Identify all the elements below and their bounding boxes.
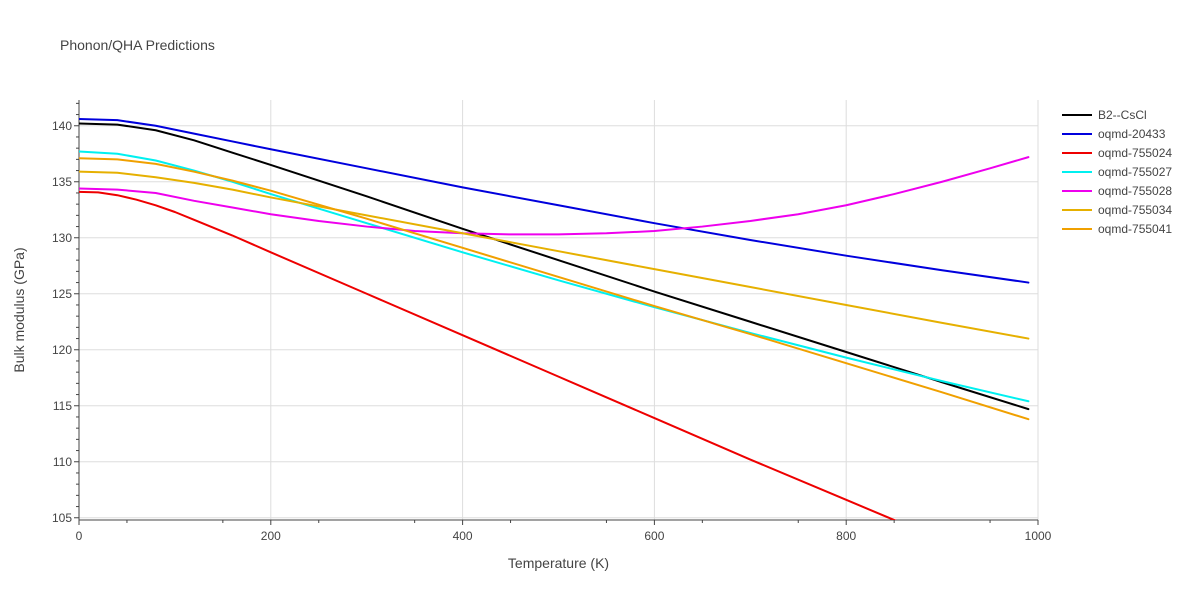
x-tick-label: 1000 (1025, 529, 1052, 543)
series-line-oqmd-755028 (79, 156, 1030, 236)
legend-item-oqmd-755024[interactable]: oqmd-755024 (1062, 146, 1172, 160)
legend-item-oqmd-755027[interactable]: oqmd-755027 (1062, 165, 1172, 179)
x-tick-label: 200 (261, 529, 281, 543)
legend-label: oqmd-755024 (1098, 146, 1172, 160)
series-line-oqmd-755034 (79, 170, 1030, 340)
y-tick-label: 105 (52, 511, 72, 525)
series-line-oqmd-20433 (79, 118, 1030, 284)
x-tick-label: 0 (76, 529, 83, 543)
series-line-b2-cscl (79, 122, 1030, 411)
legend-label: B2--CsCl (1098, 108, 1147, 122)
legend[interactable]: B2--CsCl oqmd-20433 oqmd-755024 oqmd-755027… (1062, 108, 1172, 236)
chart-title: Phonon/QHA Predictions (60, 37, 215, 53)
x-tick-label: 400 (453, 529, 473, 543)
series-lines (79, 118, 1030, 520)
legend-label: oqmd-755034 (1098, 203, 1172, 217)
legend-label: oqmd-755041 (1098, 222, 1172, 236)
legend-label: oqmd-20433 (1098, 127, 1166, 141)
y-tick-label: 120 (52, 343, 72, 357)
legend-label: oqmd-755027 (1098, 165, 1172, 179)
y-tick-label: 115 (53, 399, 72, 413)
y-tick-label: 135 (52, 175, 72, 189)
series-line-oqmd-755027 (79, 150, 1030, 403)
x-axis-label: Temperature (K) (508, 555, 609, 571)
legend-label: oqmd-755028 (1098, 184, 1172, 198)
axes (74, 100, 1039, 525)
y-tick-label: 130 (52, 231, 72, 245)
grid-lines (79, 100, 1039, 520)
x-tick-label: 600 (644, 529, 664, 543)
legend-item-oqmd-755041[interactable]: oqmd-755041 (1062, 222, 1172, 236)
series-line-oqmd-755024 (79, 190, 897, 520)
y-tick-label: 140 (52, 119, 72, 133)
series-line-oqmd-755041 (79, 157, 1030, 421)
legend-item-oqmd-20433[interactable]: oqmd-20433 (1062, 127, 1166, 141)
y-axis-label: Bulk modulus (GPa) (11, 247, 27, 372)
y-tick-label: 125 (52, 287, 72, 301)
y-tick-label: 110 (53, 455, 72, 469)
legend-item-oqmd-755028[interactable]: oqmd-755028 (1062, 184, 1172, 198)
x-tick-label: 800 (836, 529, 856, 543)
legend-item-oqmd-755034[interactable]: oqmd-755034 (1062, 203, 1172, 217)
tick-labels: 0 200 400 600 800 1000 105 110 115 120 125 130 135 14… (52, 119, 1052, 543)
legend-item-b2-cscl[interactable]: B2--CsCl (1062, 108, 1147, 122)
